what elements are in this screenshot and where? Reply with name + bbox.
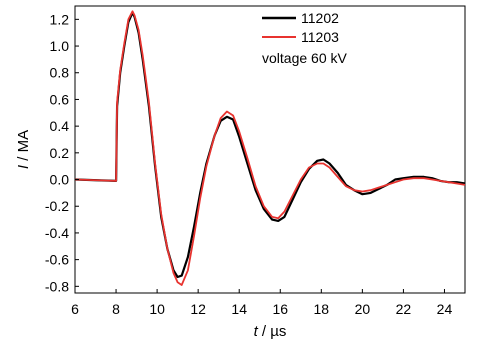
legend: 11202 11203 voltage 60 kV (262, 10, 347, 66)
legend-label-11203: 11203 (301, 29, 339, 45)
y-tick-label: 0.8 (50, 65, 70, 81)
y-tick-label: -0.6 (45, 252, 69, 268)
x-tick-label: 22 (396, 301, 412, 317)
voltage-annotation: voltage 60 kV (262, 50, 347, 66)
y-tick-label: -0.4 (45, 225, 69, 241)
y-tick-label: 1.0 (50, 38, 70, 54)
x-tick-label: 14 (231, 301, 247, 317)
x-tick-label: 20 (355, 301, 371, 317)
ticks-layer: 6 8 10 12 14 16 18 20 22 24 1.2 1.0 0.8 0.6 0.4 0.2 0.0 -… (45, 11, 453, 317)
x-tick-label: 6 (71, 301, 79, 317)
y-tick-label: 0.6 (50, 91, 70, 107)
y-axis-unit: / MA (15, 130, 32, 165)
plot-frame (74, 5, 466, 294)
y-tick-label: 1.2 (50, 11, 70, 27)
series-layer (74, 10, 466, 286)
x-axis-label: t / µs (254, 323, 287, 340)
y-tick-label: -0.2 (45, 198, 69, 214)
series-line-11203 (74, 10, 466, 286)
y-tick-label: -0.8 (45, 278, 69, 294)
x-tick-label: 12 (190, 301, 206, 317)
x-axis-unit: / µs (258, 323, 287, 340)
y-axis-symbol: I (15, 165, 32, 169)
legend-label-11202: 11202 (301, 10, 339, 26)
x-tick-label: 10 (149, 301, 165, 317)
y-tick-label: 0.0 (50, 172, 70, 188)
y-tick-label: 0.4 (50, 118, 70, 134)
x-tick-label: 16 (272, 301, 288, 317)
plot-area (74, 5, 466, 294)
x-tick-label: 18 (314, 301, 330, 317)
x-axis-symbol: t (254, 323, 259, 340)
x-tick-label: 24 (437, 301, 453, 317)
y-tick-label: 0.2 (50, 145, 70, 161)
x-tick-label: 8 (112, 301, 120, 317)
y-axis-label: I / MA (15, 130, 32, 169)
